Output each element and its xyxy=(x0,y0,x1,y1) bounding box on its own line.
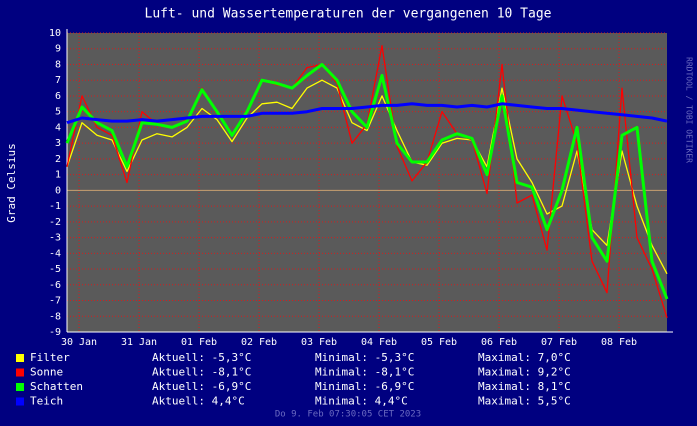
y-tick-label: -4 xyxy=(49,248,61,259)
y-tick-label: 5 xyxy=(55,107,61,118)
legend-stat: Aktuell: -6,9°C xyxy=(152,380,251,393)
x-tick-label: 01 Feb xyxy=(181,337,217,348)
y-tick-label: 4 xyxy=(55,122,61,133)
series-line xyxy=(66,79,668,275)
legend-label: Teich xyxy=(30,395,63,408)
y-tick-label: 0 xyxy=(55,185,61,196)
y-tick-label: 10 xyxy=(49,28,61,39)
plot-area xyxy=(67,33,667,332)
legend-stat: Minimal: 4,4°C xyxy=(315,395,408,408)
legend-stat: Maximal: 9,2°C xyxy=(478,366,571,379)
legend-swatch xyxy=(16,368,24,377)
y-tick-label: 8 xyxy=(55,59,61,70)
footer: Do 9. Feb 07:30:05 CET 2023 xyxy=(275,410,421,420)
y-tick-label: -8 xyxy=(49,311,61,322)
legend-swatch xyxy=(16,397,24,406)
y-tick-label: -9 xyxy=(49,327,61,338)
side-text: RRDTOOL / TOBI OETIKER xyxy=(685,57,694,163)
legend-label: Sonne xyxy=(30,366,63,379)
legend-stat: Aktuell: -5,3°C xyxy=(152,351,251,364)
x-tick-label: 02 Feb xyxy=(241,337,277,348)
y-tick-label: -2 xyxy=(49,217,61,228)
y-tick-label: -5 xyxy=(49,264,61,275)
y-tick-label: -1 xyxy=(49,201,61,212)
legend-stat: Minimal: -8,1°C xyxy=(315,366,414,379)
y-tick-label: 2 xyxy=(55,154,61,165)
x-tick-label: 30 Jan xyxy=(61,337,97,348)
legend-stat: Aktuell: -8,1°C xyxy=(152,366,251,379)
y-axis-label: Grad Celsius xyxy=(5,143,18,222)
legend-stat: Maximal: 5,5°C xyxy=(478,395,571,408)
x-tick-label: 31 Jan xyxy=(121,337,157,348)
y-tick-label: -6 xyxy=(49,280,61,291)
y-tick-label: 6 xyxy=(55,91,61,102)
y-tick-label: 1 xyxy=(55,170,61,181)
legend-stat: Aktuell: 4,4°C xyxy=(152,395,245,408)
y-tick-label: 7 xyxy=(55,75,61,86)
series-line xyxy=(65,63,669,300)
x-tick-label: 08 Feb xyxy=(601,337,637,348)
legend-swatch xyxy=(16,383,24,391)
legend-label: Filter xyxy=(30,351,70,364)
y-tick-label: 9 xyxy=(55,44,61,55)
legend-stat: Minimal: -6,9°C xyxy=(315,380,414,393)
x-tick-label: 03 Feb xyxy=(301,337,337,348)
y-tick-label: -3 xyxy=(49,233,61,244)
x-tick-label: 07 Feb xyxy=(541,337,577,348)
x-tick-label: 04 Feb xyxy=(361,337,397,348)
y-tick-label: 3 xyxy=(55,138,61,149)
series-line xyxy=(66,102,668,125)
legend-label: Schatten xyxy=(30,380,83,393)
legend-stat: Maximal: 7,0°C xyxy=(478,351,571,364)
legend-stat: Minimal: -5,3°C xyxy=(315,351,414,364)
chart-title: Luft- und Wassertemperaturen der vergang… xyxy=(145,7,552,22)
legend-stat: Maximal: 8,1°C xyxy=(478,380,571,393)
x-tick-label: 06 Feb xyxy=(481,337,517,348)
x-tick-label: 05 Feb xyxy=(421,337,457,348)
y-tick-label: -7 xyxy=(49,296,61,307)
legend-swatch xyxy=(16,354,24,362)
